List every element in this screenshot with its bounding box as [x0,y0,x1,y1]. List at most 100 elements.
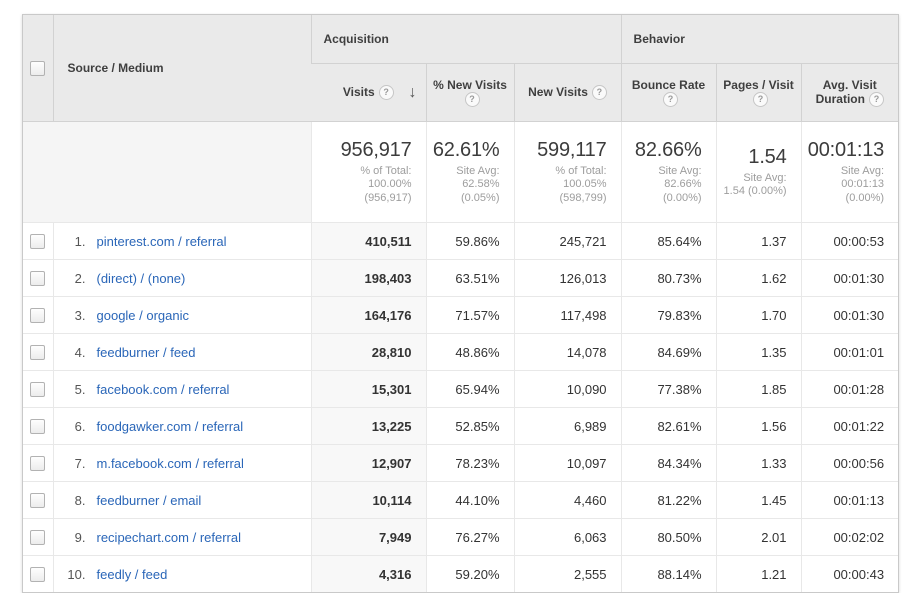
source-medium-cell: 3. google / organic [52,296,311,334]
source-medium-cell: 8. feedburner / email [52,481,311,519]
source-medium-cell: 4. feedburner / feed [52,333,311,371]
row-checkbox[interactable] [30,271,46,287]
summary-new-visits-value: 599,117 [537,138,607,161]
source-medium-link[interactable]: recipechart.com / referral [96,529,242,545]
source-medium-link[interactable]: foodgawker.com / referral [96,418,244,434]
summary-row: 956,917 % of Total: 100.00% (956,917) 62… [23,121,899,223]
new-visits-cell: 14,078 [513,333,622,371]
analytics-table-card: Source / Medium Acquisition Behavior Vis… [22,14,899,593]
source-medium-link[interactable]: pinterest.com / referral [96,233,227,249]
new-visits-cell: 6,063 [513,518,622,556]
source-medium-cell: 7. m.facebook.com / referral [52,444,311,482]
source-medium-cell: 5. facebook.com / referral [52,370,311,408]
help-icon[interactable]: ? [753,92,769,108]
source-medium-link[interactable]: feedburner / email [96,492,202,508]
row-checkbox[interactable] [30,456,46,472]
row-checkbox[interactable] [30,382,46,398]
summary-avg-visit-duration-subline: (0.00%) [845,191,885,204]
acquisition-group-label: Acquisition [323,32,389,46]
source-medium-link[interactable]: facebook.com / referral [96,381,230,397]
pages-per-visit-cell: 1.70 [715,296,802,334]
summary-visits-subline: (956,917) [364,191,412,204]
row-checkbox[interactable] [30,530,46,546]
help-icon[interactable]: ? [378,85,394,101]
summary-pct-new-visits-subline: (0.05%) [460,191,500,204]
row-checkbox[interactable] [30,419,46,435]
visits-header-label: Visits [342,84,375,99]
avg-visit-duration-cell: 00:01:22 [800,407,899,445]
pages-per-visit-cell: 1.56 [715,407,802,445]
summary-pct-new-visits-subline: 62.58% [462,178,500,191]
column-header-pct-new-visits[interactable]: % New Visits? [425,63,514,122]
new-visits-cell: 2,555 [513,555,622,592]
column-header-pages-per-visit[interactable]: Pages / Visit? [715,63,802,122]
source-medium-link[interactable]: feedburner / feed [96,344,196,360]
help-icon[interactable]: ? [591,85,607,101]
new-visits-cell: 117,498 [513,296,622,334]
row-checkbox-cell [23,296,53,334]
new-visits-cell: 245,721 [513,222,622,260]
table-row: 2. (direct) / (none) 198,403 63.51% 126,0… [23,259,899,297]
summary-visits-subline: 100.00% [368,178,412,191]
summary-bounce-rate-subline: (0.00%) [663,191,702,204]
summary-bounce-rate-subline: 82.66% [664,178,702,191]
column-header-bounce-rate[interactable]: Bounce Rate? [620,63,717,122]
summary-pages-per-visit-subline: Site Avg: [743,171,787,184]
row-checkbox[interactable] [30,308,46,324]
row-index: 7. [74,455,86,471]
source-medium-link[interactable]: m.facebook.com / referral [96,455,244,471]
avg-visit-duration-header-label: Avg. Visit Duration [815,77,877,106]
row-checkbox-cell [23,259,53,297]
table-row: 9. recipechart.com / referral 7,949 76.27… [23,518,899,556]
pages-per-visit-cell: 1.33 [715,444,802,482]
pct-new-visits-cell: 44.10% [425,481,514,519]
help-icon[interactable]: ? [663,92,679,108]
column-header-source-medium[interactable]: Source / Medium [52,15,311,122]
select-all-checkbox[interactable] [30,60,46,76]
source-medium-link[interactable]: (direct) / (none) [96,270,186,286]
column-header-avg-visit-duration[interactable]: Avg. Visit Duration? [800,63,899,122]
avg-visit-duration-cell: 00:00:53 [800,222,899,260]
row-checkbox[interactable] [30,345,46,361]
group-header-row: Source / Medium Acquisition Behavior [23,15,899,122]
visits-cell: 7,949 [310,518,426,556]
group-header-behavior: Behavior [620,15,899,64]
source-medium-header-label: Source / Medium [67,61,164,75]
summary-pages-per-visit-subline: 1.54 (0.00%) [723,185,787,197]
summary-label-cell [23,121,311,223]
summary-avg-visit-duration-value: 00:01:13 [807,138,885,161]
visits-cell: 13,225 [310,407,426,445]
behavior-group-label: Behavior [633,32,685,46]
visits-cell: 410,511 [310,222,426,260]
table-row: 3. google / organic 164,176 71.57% 117,49… [23,296,899,334]
source-medium-cell: 2. (direct) / (none) [52,259,311,297]
bounce-rate-cell: 80.73% [620,259,717,297]
pct-new-visits-cell: 59.20% [425,555,514,592]
source-medium-link[interactable]: feedly / feed [96,566,168,582]
pct-new-visits-cell: 71.57% [425,296,514,334]
summary-pages-per-visit-value: 1.54 [748,145,787,168]
table-row: 6. foodgawker.com / referral 13,225 52.85… [23,407,899,445]
visits-cell: 15,301 [310,370,426,408]
avg-visit-duration-cell: 00:00:43 [800,555,899,592]
column-header-new-visits[interactable]: New Visits? [513,63,622,122]
row-index: 9. [74,529,86,545]
column-header-visits[interactable]: Visits? ↓ [311,63,426,122]
avg-visit-duration-cell: 00:01:28 [800,370,899,408]
summary-bounce-rate-subline: Site Avg: [658,164,702,177]
table-row: 1. pinterest.com / referral 410,511 59.86… [23,222,899,260]
row-checkbox[interactable] [30,493,46,509]
row-checkbox-cell [23,407,53,445]
help-icon[interactable]: ? [868,92,884,108]
help-icon[interactable]: ? [464,92,480,108]
pages-per-visit-header-label: Pages / Visit [723,77,794,92]
source-medium-cell: 1. pinterest.com / referral [52,222,311,260]
source-medium-link[interactable]: google / organic [96,307,190,323]
row-checkbox[interactable] [30,567,46,583]
pages-per-visit-cell: 1.21 [715,555,802,592]
source-medium-cell: 10. feedly / feed [52,555,311,592]
row-index: 4. [74,344,86,360]
row-checkbox[interactable] [30,234,46,250]
summary-new-visits-subline: 100.05% [563,178,607,191]
avg-visit-duration-cell: 00:01:30 [800,259,899,297]
